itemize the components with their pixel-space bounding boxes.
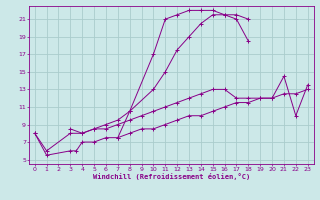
X-axis label: Windchill (Refroidissement éolien,°C): Windchill (Refroidissement éolien,°C) (92, 173, 250, 180)
